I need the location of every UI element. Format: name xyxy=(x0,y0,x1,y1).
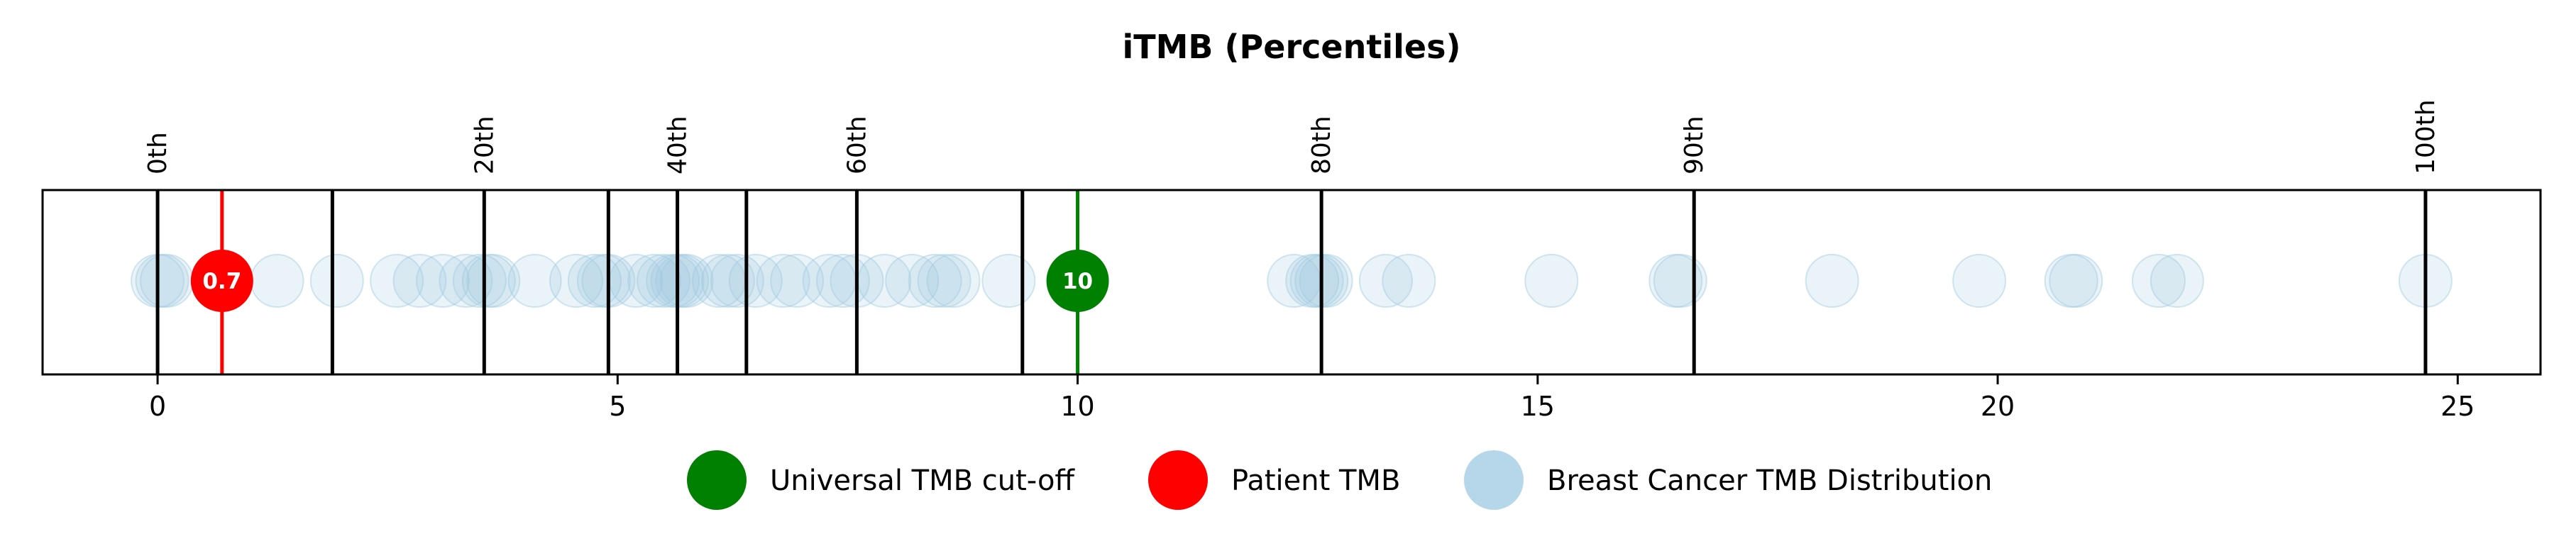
distribution-point xyxy=(1805,254,1859,308)
distribution-point xyxy=(461,254,516,308)
distribution-point xyxy=(659,254,714,308)
distribution-point xyxy=(135,254,189,308)
percentile-label: 20th xyxy=(470,116,499,174)
distribution-point xyxy=(309,254,364,308)
distribution-point xyxy=(439,254,493,308)
x-tick-label: 25 xyxy=(2440,391,2475,422)
distribution-point xyxy=(1382,254,1436,308)
distribution-point xyxy=(756,254,810,308)
distribution-point xyxy=(392,254,447,308)
distribution-point xyxy=(1648,254,1703,308)
distribution-point xyxy=(627,254,682,308)
percentile-label: 0th xyxy=(143,132,172,174)
distribution-point xyxy=(1952,254,2007,308)
x-tick-label: 5 xyxy=(609,391,626,422)
plot-frame xyxy=(41,189,2542,376)
distribution-point xyxy=(2044,254,2098,308)
legend-marker xyxy=(1464,450,1524,510)
percentile-label: 90th xyxy=(1680,116,1709,174)
distribution-point xyxy=(728,254,783,308)
x-tick-label: 10 xyxy=(1060,391,1094,422)
legend-label: Universal TMB cut-off xyxy=(770,464,1075,497)
legend: Universal TMB cut-off Patient TMB Breast C… xyxy=(687,450,1992,510)
legend-marker xyxy=(1148,450,1208,510)
distribution-point xyxy=(415,254,470,308)
percentile-label: 100th xyxy=(2411,99,2440,174)
distribution-point xyxy=(655,254,710,308)
percentile-label: 80th xyxy=(1307,116,1336,174)
distribution-point xyxy=(250,254,304,308)
legend-label: Breast Cancer TMB Distribution xyxy=(1547,464,1992,497)
x-tick-label: 15 xyxy=(1521,391,1555,422)
patient-tmb-marker xyxy=(190,250,253,312)
distribution-point xyxy=(507,254,562,308)
distribution-point xyxy=(646,254,700,308)
plot-marks: 0th 20th 40th 60th 80th 90th 100th 0.7 10 0 5 10 15 2… xyxy=(41,99,2542,422)
distribution-point xyxy=(908,254,962,308)
chart-title: iTMB (Percentiles) xyxy=(1123,28,1461,66)
patient-tmb-value: 0.7 xyxy=(202,269,241,294)
distribution-point xyxy=(770,254,825,308)
percentile-label: 40th xyxy=(664,116,693,174)
distribution-point xyxy=(885,254,940,308)
distribution-point xyxy=(370,254,424,308)
distribution-point xyxy=(1524,254,1579,308)
distribution-point xyxy=(1299,254,1353,308)
x-tick-label: 0 xyxy=(149,391,166,422)
distribution-point xyxy=(549,254,603,308)
distribution-point xyxy=(140,254,194,308)
distribution-point xyxy=(926,254,981,308)
distribution-point xyxy=(1289,254,1344,308)
distribution-point xyxy=(917,254,971,308)
distribution-point xyxy=(1285,254,1340,308)
universal-cutoff-value: 10 xyxy=(1062,269,1093,294)
distribution-point xyxy=(2049,254,2103,308)
x-tick-label: 20 xyxy=(1981,391,2015,422)
distribution-point xyxy=(710,254,764,308)
distribution-point xyxy=(576,254,631,308)
legend-marker xyxy=(687,450,747,510)
legend-label: Patient TMB xyxy=(1231,464,1400,497)
distribution-point xyxy=(452,254,507,308)
distribution-point xyxy=(2150,254,2204,308)
distribution-point xyxy=(981,254,1036,308)
distribution-point xyxy=(700,254,755,308)
distribution-point xyxy=(466,254,521,308)
distribution-point xyxy=(2131,254,2186,308)
percentile-label: 60th xyxy=(842,116,871,174)
distribution-point xyxy=(1653,254,1707,308)
universal-cutoff-marker xyxy=(1046,250,1109,312)
distribution-point xyxy=(1358,254,1413,308)
